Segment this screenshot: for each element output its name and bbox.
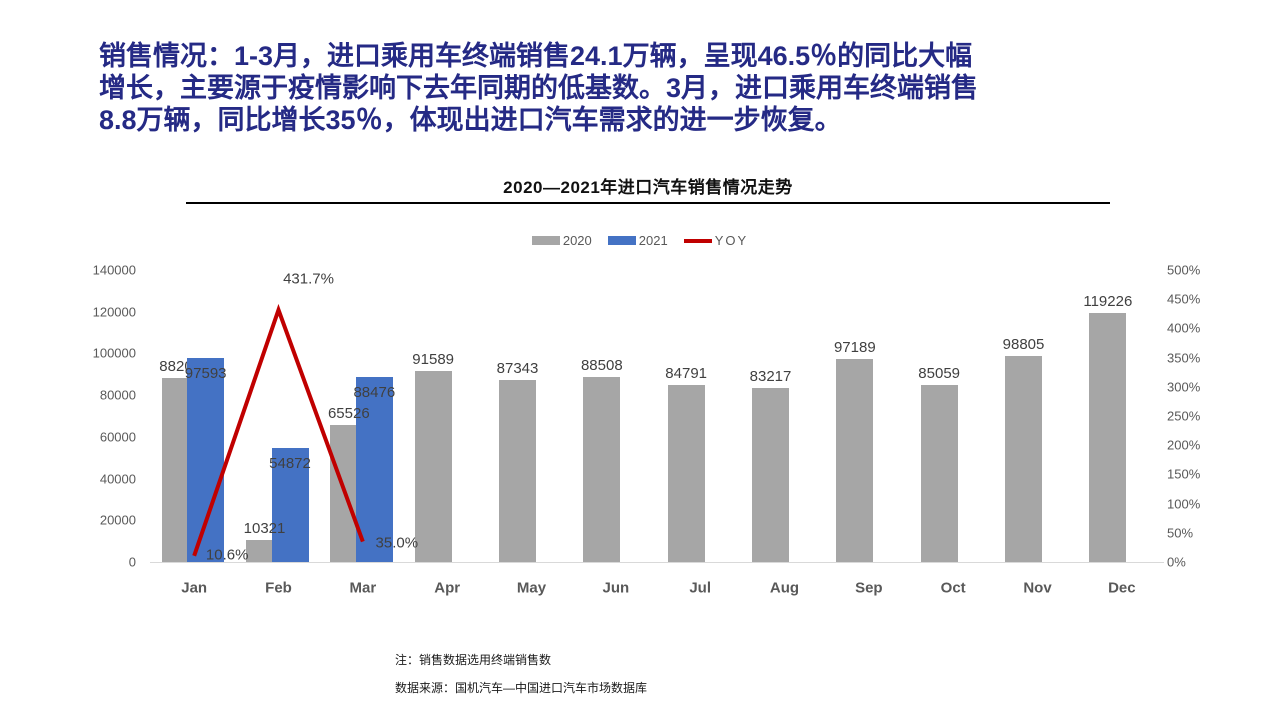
bar-2021-jan — [187, 358, 225, 562]
x-axis-label-jan: Jan — [181, 579, 208, 597]
secondary-axis-tick-label: 450% — [1167, 291, 1201, 307]
bar-label-2021-mar: 88476 — [353, 384, 396, 402]
secondary-axis-tick-label: 400% — [1167, 320, 1201, 336]
secondary-axis-tick-label: 150% — [1167, 466, 1201, 482]
bar-label-2020-may: 87343 — [496, 359, 539, 377]
secondary-axis-tick-label: 500% — [1167, 262, 1201, 278]
x-axis-label-apr: Apr — [434, 579, 461, 597]
x-axis-label-oct: Oct — [940, 579, 966, 597]
y-axis-tick-label: 80000 — [99, 387, 136, 403]
y-axis-tick-label: 40000 — [99, 471, 136, 487]
bar-2020-may — [499, 379, 536, 562]
secondary-axis-tick-label: 200% — [1167, 437, 1201, 453]
bar-label-2020-jul: 84791 — [665, 365, 708, 383]
headline: 销售情况：1-3月，进口乘用车终端销售24.1万辆，呈现46.5％的同比大幅 增… — [99, 40, 1199, 136]
bar-label-2020-mar: 65526 — [327, 405, 370, 423]
y-axis-tick-label: 60000 — [99, 429, 136, 445]
bar-2020-jun — [583, 377, 621, 562]
x-axis-label-jul: Jul — [689, 579, 711, 597]
legend-swatch-2020 — [531, 236, 560, 245]
legend-swatch-2021 — [607, 236, 636, 245]
bar-label-2021-feb: 54872 — [269, 454, 311, 472]
bar-label-2020-oct: 85059 — [918, 364, 961, 382]
yoy-label-feb: 431.7% — [283, 270, 334, 288]
secondary-axis-tick-label: 350% — [1167, 350, 1201, 366]
legend-item-2020: 2020 — [531, 233, 592, 248]
legend-label-2021: 2021 — [638, 233, 668, 248]
x-axis-label-mar: Mar — [349, 579, 377, 597]
bar-2020-dec — [1089, 313, 1127, 562]
bar-2020-jul — [667, 385, 705, 562]
x-axis-label-nov: Nov — [1023, 579, 1052, 597]
bar-label-2020-aug: 83217 — [749, 368, 792, 386]
bar-2020-apr — [414, 370, 452, 562]
bar-label-2020-nov: 98805 — [1002, 335, 1045, 353]
bar-label-2021-jan: 97593 — [184, 365, 227, 383]
bar-label-2020-dec: 119226 — [1083, 293, 1133, 311]
bar-2020-oct — [920, 384, 958, 562]
secondary-axis-tick-label: 100% — [1167, 496, 1201, 512]
legend-line-swatch-yoy — [683, 238, 712, 243]
note-line-1: 注：销售数据选用终端销售数 — [395, 653, 552, 667]
title-underline — [186, 202, 1110, 204]
legend-item-2021: 2021 — [607, 233, 668, 248]
y-axis-tick-label: 0 — [128, 554, 136, 570]
legend-label-yoy: YOY — [714, 233, 749, 248]
note-line-2: 数据来源：国机汽车—中国进口汽车市场数据库 — [395, 681, 648, 695]
legend-item-yoy: YOY — [683, 233, 749, 248]
bar-label-2020-feb: 10321 — [243, 520, 286, 538]
secondary-axis-tick-label: 300% — [1167, 379, 1201, 395]
bar-2020-aug — [752, 388, 789, 562]
bar-label-2020-apr: 91589 — [412, 350, 455, 368]
x-axis-label-feb: Feb — [265, 579, 292, 597]
yoy-label-jan: 10.6% — [205, 546, 249, 564]
bar-label-2020-sep: 97189 — [833, 339, 876, 357]
headline-line-1: 销售情况：1-3月，进口乘用车终端销售24.1万辆，呈现46.5％的同比大幅 — [99, 41, 973, 71]
chart-notes: 注：销售数据选用终端销售数 数据来源：国机汽车—中国进口汽车市场数据库 — [395, 646, 647, 702]
x-axis-line — [150, 562, 1164, 563]
y-axis-tick-label: 100000 — [92, 345, 136, 361]
bar-2020-nov — [1005, 355, 1042, 562]
x-axis-label-sep: Sep — [855, 579, 883, 597]
chart-legend: 2020 2021 YOY — [0, 233, 1280, 248]
headline-line-2: 增长，主要源于疫情影响下去年同期的低基数。3月，进口乘用车终端销售 — [99, 73, 979, 103]
secondary-axis-tick-label: 250% — [1167, 408, 1201, 424]
secondary-axis-tick-label: 0% — [1167, 554, 1186, 570]
legend-label-2020: 2020 — [562, 233, 592, 248]
headline-line-3: 8.8万辆，同比增长35％，体现出进口汽车需求的进一步恢复。 — [99, 105, 842, 135]
chart-title: 2020—2021年进口汽车销售情况走势 — [503, 178, 793, 197]
y-axis-tick-label: 140000 — [92, 262, 136, 278]
yoy-label-mar: 35.0% — [375, 534, 419, 552]
x-axis-label-jun: Jun — [602, 579, 630, 597]
x-axis-label-may: May — [516, 579, 547, 597]
bar-label-2020-jun: 88508 — [580, 357, 623, 375]
y-axis-tick-label: 120000 — [92, 304, 136, 320]
x-axis-label-aug: Aug — [769, 579, 800, 597]
y-axis-tick-label: 20000 — [99, 512, 136, 528]
x-axis-label-dec: Dec — [1108, 579, 1136, 597]
bar-2020-sep — [836, 359, 874, 562]
secondary-axis-tick-label: 50% — [1167, 525, 1194, 541]
